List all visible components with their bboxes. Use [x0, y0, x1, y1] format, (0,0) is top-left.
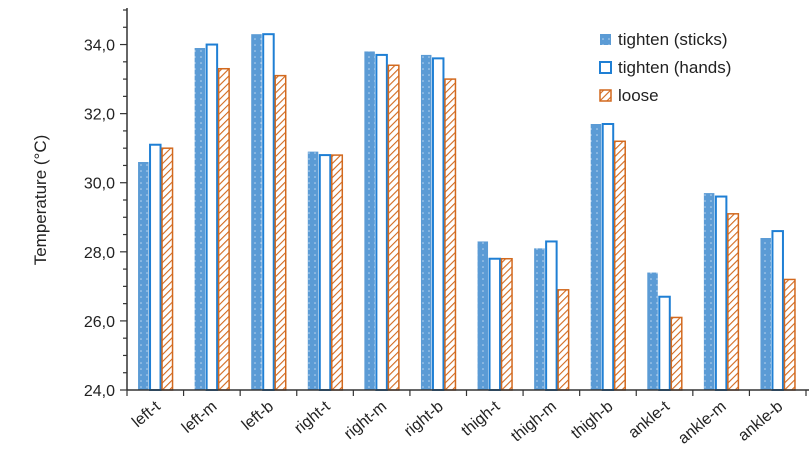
x-tick-label: thigh-m [508, 398, 560, 445]
legend-swatch [599, 89, 612, 102]
x-tick-label: thigh-t [458, 398, 503, 440]
bar-loose-left-m [217, 67, 230, 391]
bar-tighten-sticks--thigh-t [477, 241, 489, 390]
legend-label: tighten (hands) [618, 58, 731, 77]
bar-tighten-hands--ankle-t [658, 295, 671, 391]
y-tick-label: 28,0 [84, 245, 115, 262]
y-axis-title: Temperature (°C) [31, 135, 50, 266]
bar-tighten-sticks--ankle-m [703, 193, 715, 390]
bar-tighten-sticks--ankle-b [760, 238, 771, 390]
bar-tighten-hands--left-m [205, 43, 219, 392]
bar-tighten-hands--right-m [375, 53, 388, 392]
bar-tighten-sticks--left-t [138, 162, 149, 390]
bar-tighten-sticks--right-b [420, 54, 432, 391]
bar-tighten-hands--left-t [149, 143, 162, 391]
bar-tighten-hands--ankle-b [771, 230, 784, 391]
bar-tighten-sticks--right-t [307, 151, 319, 390]
bar-tighten-hands--right-b [431, 57, 445, 391]
legend-swatch [600, 34, 611, 45]
bar-loose-thigh-t [500, 257, 513, 391]
bar-loose-thigh-m [557, 289, 570, 391]
x-tick-label: left-t [129, 398, 164, 431]
x-tick-label: left-m [179, 398, 221, 437]
bar-tighten-sticks--thigh-b [590, 124, 602, 390]
x-tick-label: right-t [291, 398, 334, 438]
x-tick-label: left-b [239, 398, 277, 434]
bar-tighten-sticks--left-b [251, 34, 262, 390]
bar-loose-right-m [387, 64, 400, 391]
y-tick-label: 34,0 [84, 38, 115, 55]
bar-tighten-hands--thigh-m [545, 240, 558, 391]
bar-loose-ankle-b [783, 278, 796, 391]
bar-tighten-hands--thigh-t [488, 257, 502, 391]
legend-label: tighten (sticks) [618, 30, 728, 49]
x-tick-label: ankle-t [625, 398, 673, 442]
bar-tighten-sticks--right-m [364, 51, 375, 391]
x-tick-label: ankle-b [735, 398, 786, 445]
bar-tighten-sticks--left-m [194, 48, 206, 390]
bar-tighten-sticks--ankle-t [647, 272, 658, 390]
bar-loose-right-t [331, 154, 344, 391]
y-tick-label: 30,0 [84, 176, 115, 193]
x-tick-label: right-b [401, 398, 447, 440]
bar-loose-ankle-m [727, 213, 740, 391]
bar-loose-thigh-b [613, 140, 626, 391]
y-tick-label: 32,0 [84, 107, 115, 124]
bar-tighten-sticks--thigh-m [534, 248, 545, 390]
x-tick-label: right-m [341, 398, 390, 443]
x-tick-label: thigh-b [568, 398, 616, 443]
bar-loose-left-b [274, 74, 287, 391]
x-tick-label: ankle-m [675, 398, 730, 448]
bar-loose-left-t [161, 147, 174, 391]
bar-tighten-hands--left-b [262, 33, 275, 391]
legend-swatch [599, 61, 612, 74]
bar-tighten-hands--right-t [318, 154, 332, 391]
bar-tighten-hands--thigh-b [601, 123, 615, 391]
y-tick-label: 24,0 [84, 383, 115, 400]
bar-loose-ankle-t [670, 316, 683, 391]
bar-tighten-hands--ankle-m [714, 195, 728, 391]
bar-loose-right-b [444, 78, 457, 391]
y-tick-label: 26,0 [84, 314, 115, 331]
legend-label: loose [618, 86, 659, 105]
